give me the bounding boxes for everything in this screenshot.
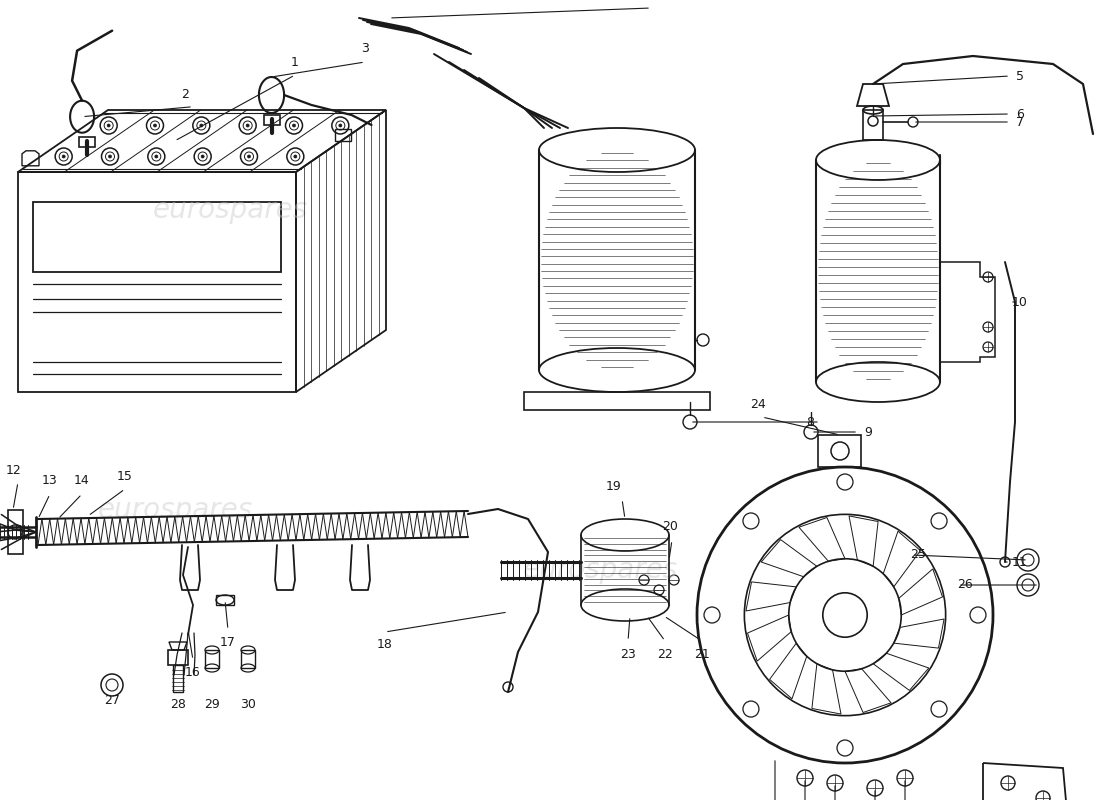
Circle shape — [107, 124, 110, 127]
Text: 18: 18 — [377, 638, 393, 651]
Text: 15: 15 — [117, 470, 133, 482]
Circle shape — [201, 155, 205, 158]
Text: 21: 21 — [694, 647, 710, 661]
Text: 6: 6 — [1016, 107, 1024, 121]
Text: 8: 8 — [806, 415, 814, 429]
Text: 14: 14 — [74, 474, 90, 487]
Text: 26: 26 — [957, 578, 972, 591]
Circle shape — [63, 155, 65, 158]
Text: 9: 9 — [865, 426, 872, 438]
Text: 13: 13 — [42, 474, 58, 487]
Text: 10: 10 — [1012, 295, 1027, 309]
Circle shape — [154, 124, 156, 127]
Text: 23: 23 — [620, 647, 636, 661]
Text: 19: 19 — [606, 479, 621, 493]
Text: 22: 22 — [657, 647, 673, 661]
Circle shape — [294, 155, 297, 158]
Text: 20: 20 — [662, 521, 678, 534]
Circle shape — [246, 124, 250, 127]
Text: 2: 2 — [182, 88, 189, 102]
Text: 17: 17 — [220, 637, 235, 650]
Circle shape — [248, 155, 251, 158]
Circle shape — [293, 124, 296, 127]
Text: 4: 4 — [647, 0, 654, 2]
Text: 7: 7 — [1016, 115, 1024, 129]
Text: eurospares: eurospares — [522, 556, 678, 584]
Text: 27: 27 — [104, 694, 120, 706]
Text: 28: 28 — [170, 698, 186, 711]
Circle shape — [200, 124, 202, 127]
Text: 11: 11 — [1012, 555, 1027, 569]
Text: 24: 24 — [750, 398, 766, 410]
Text: 25: 25 — [910, 549, 926, 562]
Text: 3: 3 — [361, 42, 368, 55]
Circle shape — [109, 155, 111, 158]
Text: 5: 5 — [1016, 70, 1024, 82]
Text: eurospares: eurospares — [98, 496, 253, 524]
Text: eurospares: eurospares — [153, 196, 308, 224]
Text: 29: 29 — [205, 698, 220, 711]
Text: 16: 16 — [185, 666, 201, 679]
Circle shape — [339, 124, 342, 127]
Circle shape — [155, 155, 157, 158]
Text: 12: 12 — [7, 463, 22, 477]
Text: 1: 1 — [292, 55, 299, 69]
Text: 30: 30 — [240, 698, 256, 711]
